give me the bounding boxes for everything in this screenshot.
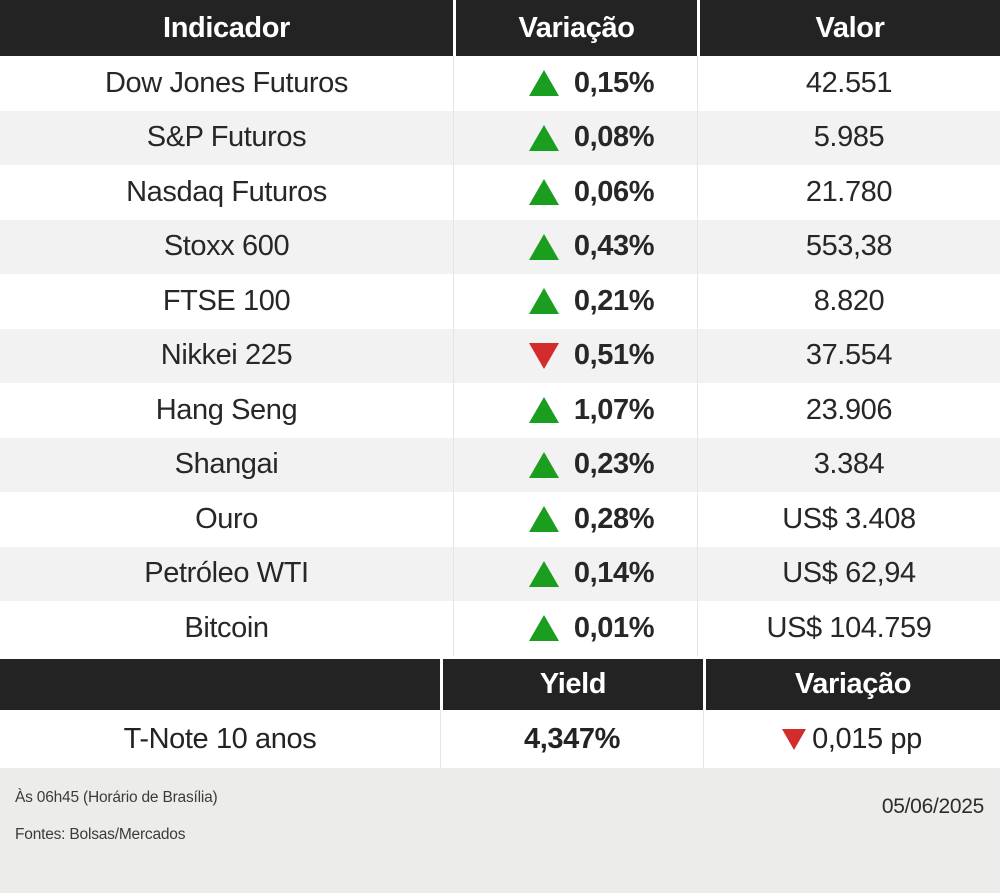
variation-value: 0,21%: [573, 284, 655, 317]
variation-value: 0,06%: [573, 175, 655, 208]
table-row: Hang Seng 1,07% 23.906: [0, 383, 1000, 438]
table-row: FTSE 100 0,21% 8.820: [0, 274, 1000, 329]
indicator-cell: Nikkei 225: [160, 339, 293, 372]
direction-triangle-icon: [528, 233, 559, 260]
value-cell: 3.384: [697, 437, 1000, 492]
variation-cell: 0,28%: [453, 492, 697, 547]
variation-cell: 0,23%: [453, 437, 697, 492]
indicator-cell: Hang Seng: [155, 393, 298, 426]
variation-value: 0,23%: [573, 448, 655, 481]
variation-cell: 0,21%: [453, 274, 697, 329]
header-cell-indicador: Indicador: [163, 11, 290, 44]
indicator-cell: T-Note 10 anos: [123, 722, 317, 755]
direction-triangle-icon: [528, 451, 559, 478]
value-cell: 553,38: [697, 219, 1000, 274]
direction-triangle-icon: [782, 728, 807, 750]
variation-value: 0,015 pp: [812, 722, 922, 755]
variation-cell: 1,07%: [453, 383, 697, 438]
indicator-cell: Petróleo WTI: [144, 557, 309, 590]
variation-value: 0,01%: [573, 611, 655, 644]
header-cell-yield: Yield: [440, 658, 703, 710]
indicator-cell: FTSE 100: [162, 284, 291, 317]
variation-value: 1,07%: [573, 393, 655, 426]
variation-value: 0,15%: [573, 66, 655, 99]
direction-triangle-icon: [528, 288, 559, 315]
variation-cell: 0,015 pp: [703, 710, 1000, 768]
direction-triangle-icon: [528, 179, 559, 206]
variation-value: 0,08%: [573, 121, 655, 154]
direction-triangle-icon: [528, 342, 559, 369]
date-label: 05/06/2025: [881, 795, 984, 818]
bond-table-header-row: Yield Variação: [0, 658, 1000, 711]
table-row: Shangai 0,23% 3.384: [0, 437, 1000, 492]
indicator-cell: Shangai: [174, 448, 279, 481]
table-row: Nikkei 225 0,51% 37.554: [0, 328, 1000, 383]
variation-cell: 0,08%: [453, 110, 697, 165]
variation-value: 0,14%: [573, 557, 655, 590]
direction-triangle-icon: [528, 397, 559, 424]
variation-value: 0,51%: [573, 339, 655, 372]
variation-cell: 0,51%: [453, 328, 697, 383]
value-cell: 23.906: [697, 383, 1000, 438]
footer: Às 06h45 (Horário de Brasília) Fontes: B…: [0, 768, 1000, 893]
header-cell-valor: Valor: [697, 0, 1000, 56]
indicator-cell: Dow Jones Futuros: [104, 66, 349, 99]
direction-triangle-icon: [528, 506, 559, 533]
table-row: S&P Futuros 0,08% 5.985: [0, 110, 1000, 165]
header-cell-variacao: Variação: [453, 0, 697, 56]
indicator-cell: Ouro: [195, 502, 258, 535]
value-cell: US$ 104.759: [697, 601, 1000, 656]
header-cell-empty: [0, 659, 440, 711]
value-cell: 5.985: [697, 110, 1000, 165]
value-cell: 42.551: [697, 56, 1000, 111]
sources-note: Fontes: Bolsas/Mercados: [15, 826, 186, 843]
table-row: Ouro 0,28% US$ 3.408: [0, 492, 1000, 547]
variation-cell: 0,06%: [453, 165, 697, 220]
table-row: Nasdaq Futuros 0,06% 21.780: [0, 165, 1000, 220]
table-row: Dow Jones Futuros 0,15% 42.551: [0, 56, 1000, 111]
table-row: Bitcoin 0,01% US$ 104.759: [0, 601, 1000, 656]
indicator-cell: Stoxx 600: [163, 230, 290, 263]
direction-triangle-icon: [528, 560, 559, 587]
value-cell: 37.554: [697, 328, 1000, 383]
variation-cell: 0,01%: [453, 601, 697, 656]
indicator-cell: S&P Futuros: [146, 121, 307, 154]
table-row: Stoxx 600 0,43% 553,38: [0, 219, 1000, 274]
yield-cell: 4,347%: [440, 710, 703, 768]
table-row: T-Note 10 anos 4,347% 0,015 pp: [0, 710, 1000, 768]
direction-triangle-icon: [528, 615, 559, 642]
value-cell: 8.820: [697, 274, 1000, 329]
header-cell-variacao-bond: Variação: [703, 658, 1000, 710]
value-cell: 21.780: [697, 165, 1000, 220]
direction-triangle-icon: [528, 70, 559, 97]
variation-value: 0,28%: [573, 502, 655, 535]
direction-triangle-icon: [528, 124, 559, 151]
time-note: Às 06h45 (Horário de Brasília): [15, 789, 218, 806]
variation-cell: 0,14%: [453, 546, 697, 601]
value-cell: US$ 62,94: [697, 546, 1000, 601]
value-cell: US$ 3.408: [697, 492, 1000, 547]
indicator-cell: Bitcoin: [184, 611, 269, 644]
table-row: Petróleo WTI 0,14% US$ 62,94: [0, 546, 1000, 601]
table-separator: [0, 655, 1000, 659]
indicator-cell: Nasdaq Futuros: [126, 175, 327, 208]
main-table-header-row: Indicador Variação Valor: [0, 0, 1000, 56]
variation-cell: 0,43%: [453, 219, 697, 274]
variation-value: 0,43%: [573, 230, 655, 263]
variation-cell: 0,15%: [453, 56, 697, 111]
